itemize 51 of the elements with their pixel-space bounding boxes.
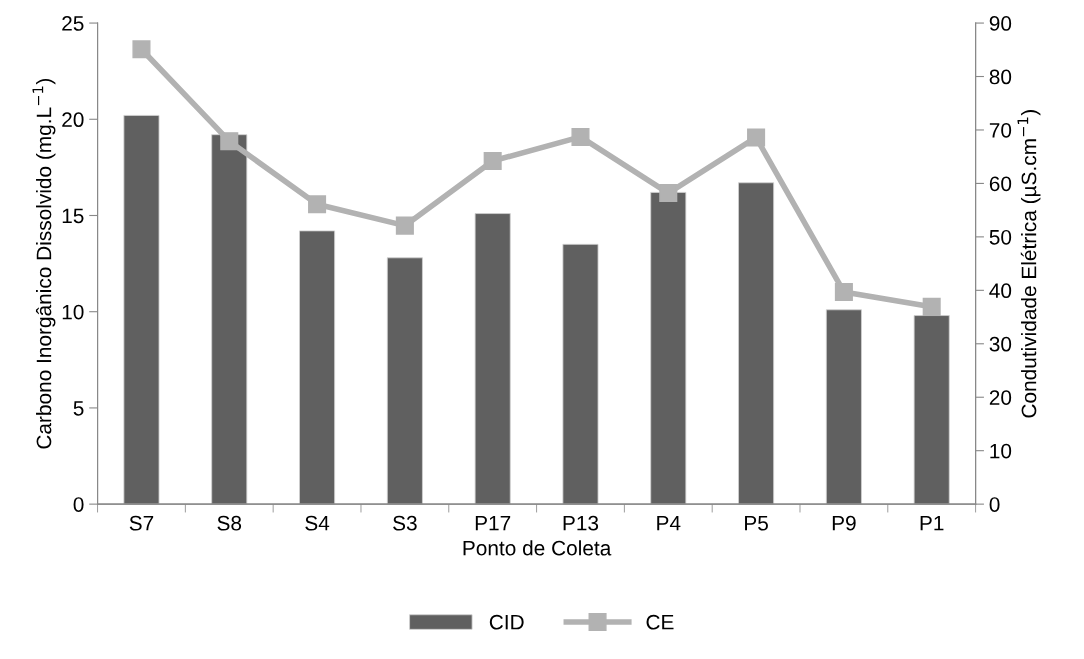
point: [571, 127, 590, 146]
y2-tick-label: 90: [989, 16, 1012, 31]
x-tick-label: S8: [217, 515, 242, 531]
x-axis-title: Ponto de Coleta: [463, 540, 612, 556]
bar: [913, 315, 950, 505]
y-tick-label: 20: [62, 112, 84, 128]
y2-tick-label: 80: [989, 69, 1012, 85]
y2-tick-label: 20: [989, 390, 1012, 405]
bar: [474, 213, 511, 505]
y-tick-label: 25: [62, 16, 84, 31]
y2-tick-label: 0: [989, 497, 1000, 512]
point: [483, 151, 502, 171]
legend-label: CE: [646, 614, 674, 630]
bar: [650, 191, 687, 505]
y2-axis-title: Condutividade Elétrica (µS.cm$^{−1}$): [1017, 110, 1041, 418]
bar: [562, 243, 599, 505]
y-tick-label: 5: [73, 401, 84, 416]
y2-tick-label: 70: [989, 122, 1012, 138]
x-tick-label: S4: [305, 515, 330, 531]
x-tick-label: P17: [475, 516, 511, 531]
point: [132, 40, 151, 59]
bar: [738, 182, 775, 505]
x-tick-label: P9: [832, 515, 856, 531]
x-tick-label: P13: [563, 515, 599, 531]
point: [834, 282, 853, 301]
y-tick-label: 10: [62, 304, 84, 320]
y2-tick-label: 10: [990, 443, 1012, 459]
y-axis-title: Carbono Inorgânico Dissolvido (mg.L$^{−1}$): [32, 78, 56, 449]
point: [308, 195, 327, 214]
point: [922, 297, 941, 316]
legend-label: CID: [489, 614, 524, 630]
point: [747, 128, 766, 147]
y2-tick-label: 30: [989, 336, 1012, 352]
x-tick-label: S7: [129, 515, 154, 531]
x-tick-label: P1: [920, 516, 944, 531]
point: [395, 216, 414, 235]
bar: [211, 134, 248, 505]
bar: [123, 115, 160, 505]
x-tick-label: S3: [393, 515, 417, 531]
y2-tick-label: 50: [989, 229, 1012, 245]
point: [220, 132, 239, 151]
x-tick-label: P5: [745, 516, 768, 531]
bar: [386, 257, 423, 505]
y-tick-label: 15: [62, 208, 84, 224]
x-tick-label: P4: [657, 516, 681, 531]
y-tick-label: 0: [73, 497, 84, 512]
bar: [825, 309, 862, 505]
y2-tick-label: 40: [989, 283, 1012, 299]
y2-tick-label: 60: [989, 176, 1012, 192]
bar: [299, 230, 336, 505]
point: [659, 184, 678, 203]
